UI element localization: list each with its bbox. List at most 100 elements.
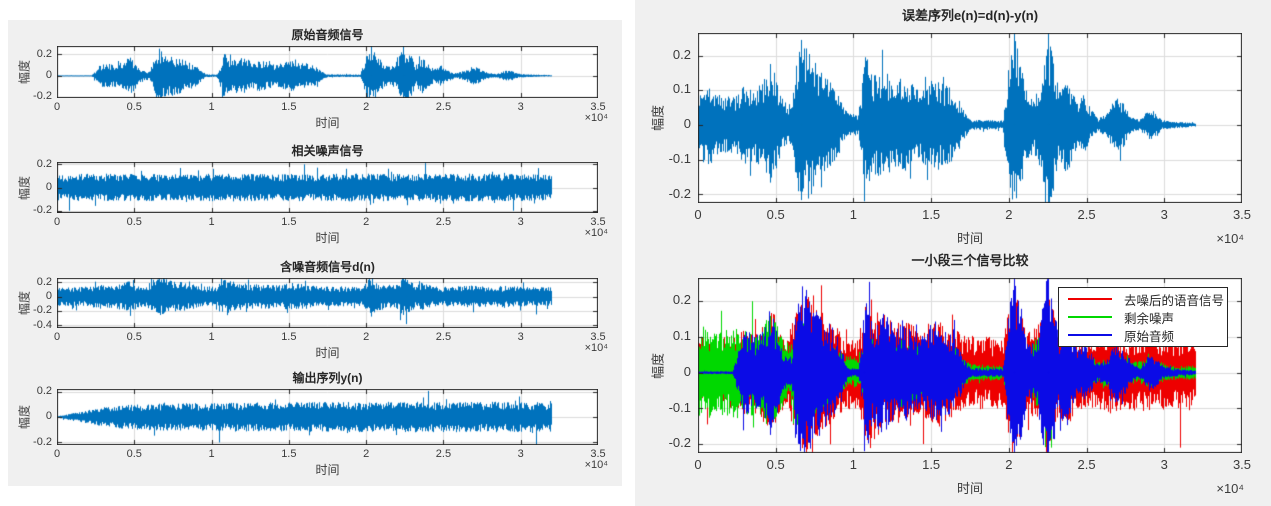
figure-window-right: 去噪后的语音信号 剩余噪声 原始音频 误差序列e(n)=d(n)-y(n) 幅度时… (635, 0, 1271, 506)
plot-area-output-yn (57, 389, 598, 445)
x-tick-label: 3.5 (590, 101, 606, 113)
x-tick-label: 1.5 (281, 331, 297, 343)
plot-area-noisy-audio-dn (57, 278, 598, 328)
x-tick-label: 3.5 (590, 448, 606, 460)
x-tick-label: 3.5 (590, 331, 606, 343)
y-tick-label: 0 (45, 289, 52, 302)
y-tick-label: -0.2 (33, 204, 52, 217)
y-tick-label: -0.2 (33, 90, 52, 103)
subplot-correlated-noise: 相关噪声信号 幅度 时间 ×10⁴ 0 0.5 1 1.5 2 2.5 3 3.5 -0.2 0 0.2 (8, 20, 622, 486)
x-tick-label: 2 (363, 216, 370, 228)
x-tick-label: 3 (517, 448, 524, 460)
legend-label-original-audio: 原始音频 (1124, 329, 1175, 344)
y-tick-label: 0.2 (36, 275, 52, 288)
x-tick-label: 0.5 (126, 101, 142, 113)
x-tick-label: 2 (363, 331, 370, 343)
figure-window-left: 原始音频信号 幅度 时间 ×10⁴ 0 0.5 1 1.5 2 2.5 3 3.5 -0.2 0 0.2 相关… (8, 20, 622, 486)
x-axis-exponent: ×10⁴ (1216, 231, 1244, 246)
y-tick-label: 0.1 (672, 328, 691, 344)
y-tick-label: 0.1 (672, 81, 691, 97)
x-tick-label: 3 (517, 331, 524, 343)
legend-label-residual-noise: 剩余噪声 (1124, 311, 1175, 326)
y-tick-label: 0 (683, 363, 691, 379)
x-axis-exponent: ×10⁴ (584, 112, 608, 124)
x-tick-label: 3.5 (1232, 457, 1252, 472)
x-axis-exponent: ×10⁴ (584, 342, 608, 354)
plot-title-error-en: 误差序列e(n)=d(n)-y(n) (901, 8, 1039, 23)
legend-label-denoised-speech: 去噪后的语音信号 (1124, 293, 1225, 308)
y-tick-label: -0.2 (668, 435, 691, 451)
x-tick-label: 0 (53, 216, 61, 228)
x-tick-label: 2.5 (435, 101, 452, 113)
x-tick-label: 2 (1005, 457, 1013, 472)
x-tick-label: 2.5 (435, 331, 452, 343)
plot-title-noisy-audio-dn: 含噪音频信号d(n) (280, 260, 375, 274)
plot-title-output-yn: 输出序列y(n) (292, 371, 363, 385)
y-tick-label: 0.2 (36, 47, 52, 60)
x-tick-label: 3.5 (1232, 207, 1252, 222)
x-tick-label: 0 (53, 101, 61, 113)
x-tick-label: 2.5 (1077, 457, 1096, 472)
x-tick-label: 3 (517, 101, 524, 113)
x-tick-label: 0 (53, 331, 61, 343)
plot-area-error-en (698, 33, 1242, 203)
x-tick-label: 0 (694, 207, 702, 222)
x-tick-label: 1.5 (281, 101, 297, 113)
legend[interactable]: 去噪后的语音信号 剩余噪声 原始音频 (1058, 287, 1228, 347)
x-axis-exponent: ×10⁴ (1216, 481, 1244, 496)
plot-title-comparison: 一小段三个信号比较 (911, 253, 1029, 268)
x-tick-label: 1 (208, 448, 215, 460)
subplot-original-audio: 原始音频信号 幅度 时间 ×10⁴ 0 0.5 1 1.5 2 2.5 3 3.5 -0.2 0 0.2 (8, 20, 622, 486)
plot-title-original-audio: 原始音频信号 (291, 28, 364, 42)
x-tick-label: 3 (1160, 457, 1168, 472)
x-tick-label: 2 (363, 448, 370, 460)
x-axis-exponent: ×10⁴ (584, 227, 608, 239)
x-tick-label: 2 (1005, 207, 1013, 222)
x-tick-label: 1.5 (281, 216, 297, 228)
x-tick-label: 1 (849, 457, 858, 472)
x-axis-exponent: ×10⁴ (584, 459, 608, 471)
x-tick-label: 1.5 (281, 448, 297, 460)
legend-line-blue (1068, 334, 1112, 336)
plot-title-correlated-noise: 相关噪声信号 (291, 144, 364, 158)
x-axis-label: 时间 (315, 116, 340, 130)
x-tick-label: 1 (208, 216, 215, 228)
legend-line-green (1068, 316, 1112, 318)
plot-area-correlated-noise (57, 162, 598, 213)
x-axis-label: 时间 (956, 481, 983, 496)
x-tick-label: 2 (363, 101, 370, 113)
subplot-noisy-audio-dn: 含噪音频信号d(n) 幅度 时间 ×10⁴ 0 0.5 1 1.5 2 2.5 3 3.5 -0.4 -0… (8, 20, 622, 486)
legend-item-original-audio: 原始音频 (1059, 327, 1227, 344)
x-tick-label: 0 (694, 457, 702, 472)
y-tick-label: -0.2 (668, 185, 691, 201)
y-tick-label: -0.2 (33, 435, 52, 448)
x-tick-label: 0.5 (766, 207, 785, 222)
x-tick-label: 1 (208, 331, 215, 343)
y-tick-label: 0 (45, 69, 52, 82)
x-tick-label: 0 (53, 448, 61, 460)
x-tick-label: 2.5 (435, 216, 452, 228)
x-axis-label: 时间 (315, 346, 340, 360)
x-tick-label: 0.5 (766, 457, 785, 472)
y-tick-label: 0 (45, 410, 52, 423)
y-tick-label: -0.1 (668, 399, 691, 415)
x-axis-label: 时间 (315, 231, 340, 245)
y-tick-label: -0.4 (33, 318, 52, 331)
y-tick-label: -0.2 (33, 304, 52, 317)
x-tick-label: 1.5 (922, 457, 941, 472)
y-tick-label: 0.2 (672, 46, 691, 62)
x-tick-label: 1.5 (922, 207, 941, 222)
x-tick-label: 1 (208, 101, 215, 113)
x-axis-label: 时间 (956, 231, 983, 246)
y-tick-label: 0.2 (672, 292, 691, 308)
x-tick-label: 3 (517, 216, 524, 228)
y-tick-label: 0 (45, 180, 52, 193)
x-tick-label: 3.5 (590, 216, 606, 228)
x-tick-label: 3 (1160, 207, 1168, 222)
x-tick-label: 0.5 (126, 331, 142, 343)
y-tick-label: 0 (683, 116, 691, 132)
x-tick-label: 0.5 (126, 216, 142, 228)
x-axis-label: 时间 (315, 463, 340, 477)
y-tick-label: 0.2 (36, 157, 52, 170)
